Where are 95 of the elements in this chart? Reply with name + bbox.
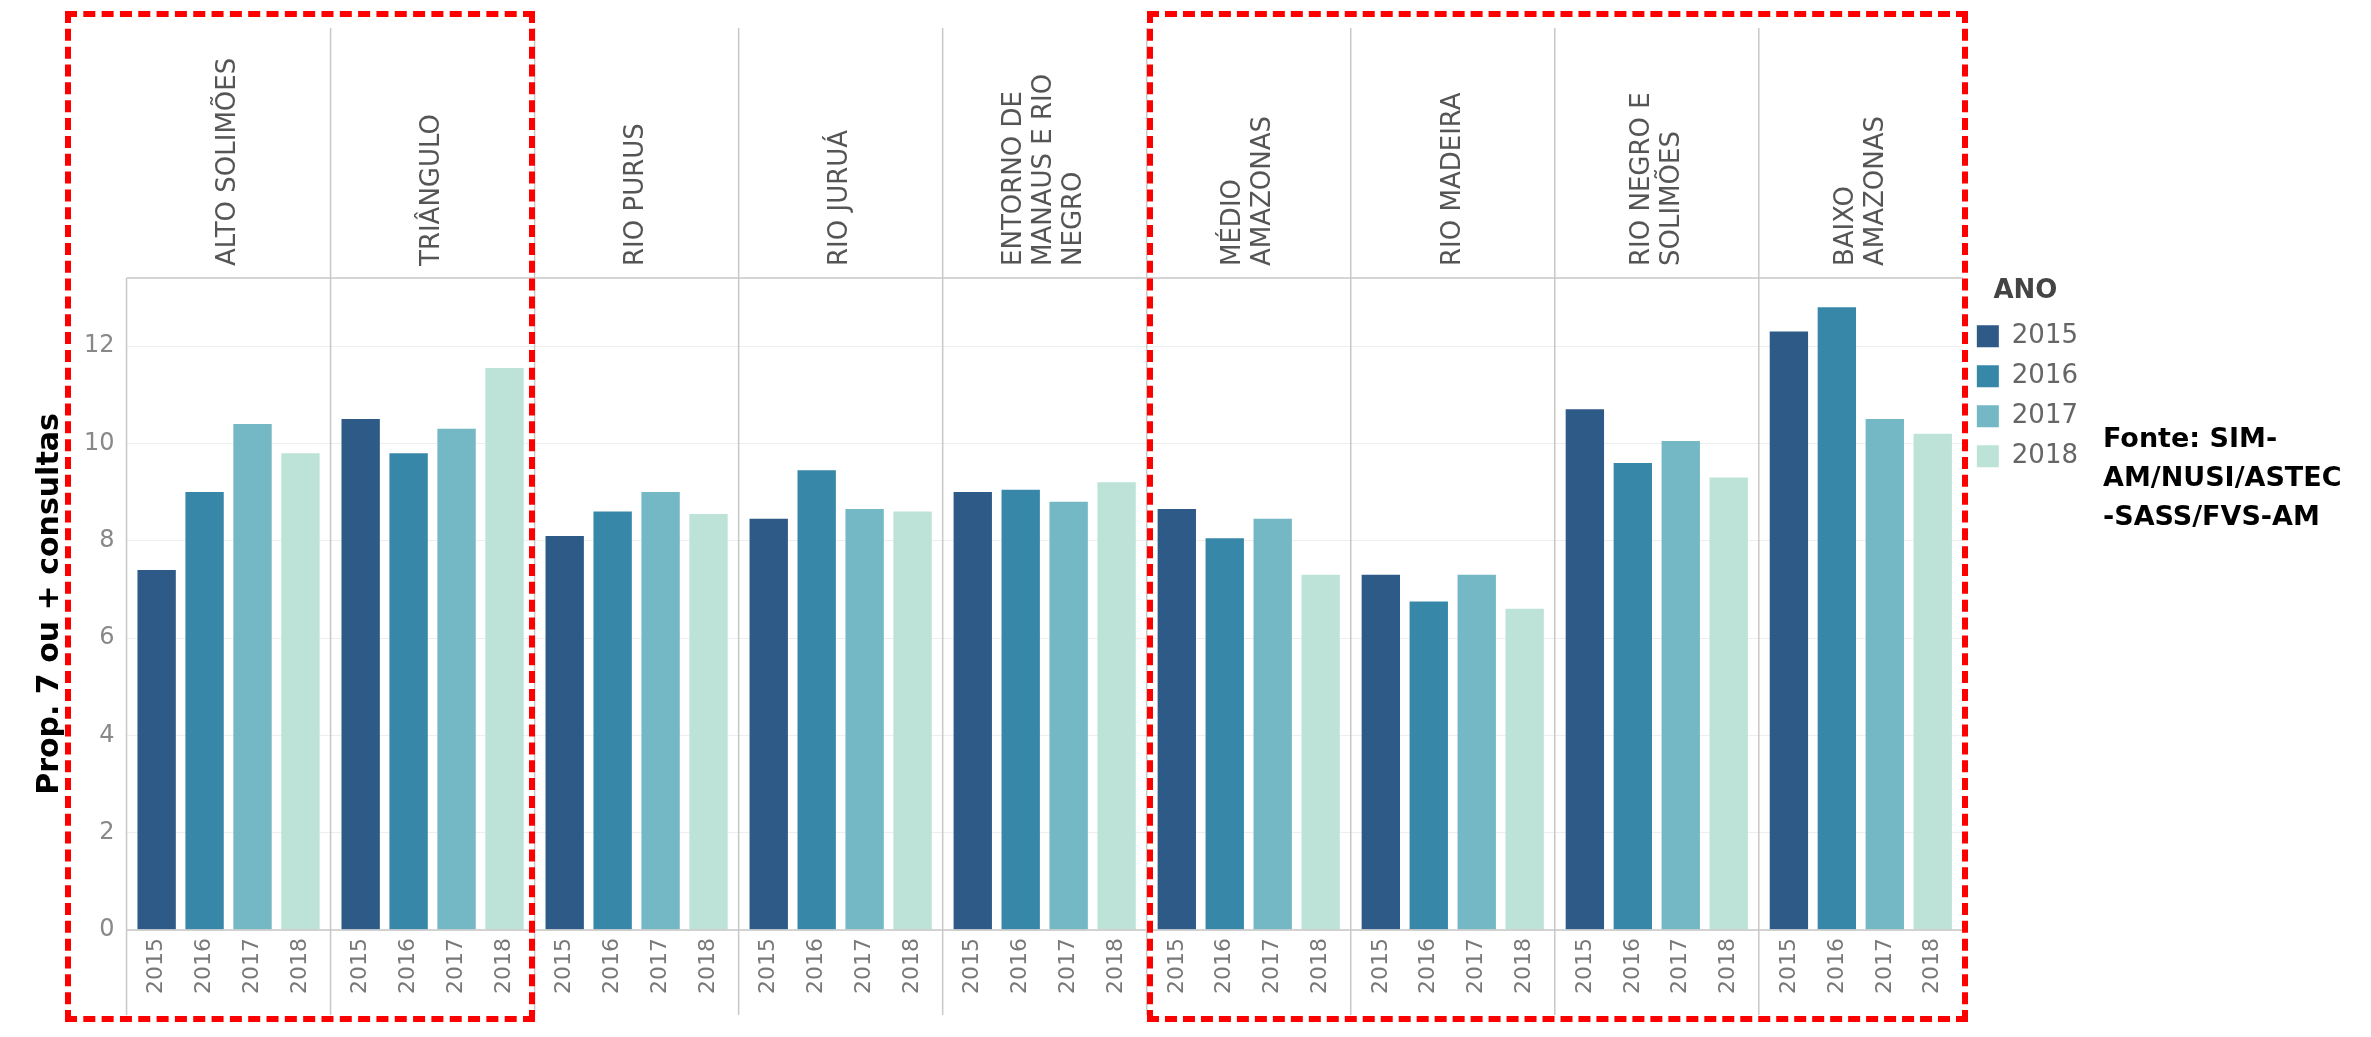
text: 2016: [1210, 938, 1236, 994]
text: 2015: [1366, 938, 1392, 994]
bar: [341, 419, 380, 930]
y-tick-label: 6: [99, 622, 115, 651]
bar: [281, 453, 320, 930]
x-tick-label: BAIXO AMAZONAS: [1828, 115, 1889, 266]
bar: [1409, 601, 1448, 930]
bar: [1205, 538, 1244, 930]
text: 2016: [598, 938, 624, 994]
legend-label: 2015: [2011, 318, 2078, 349]
text: 2017: [1666, 938, 1692, 994]
text: 2017: [1870, 938, 1896, 994]
bar: [437, 428, 476, 930]
bar: [1565, 409, 1605, 930]
y-tick-label: 4: [99, 719, 115, 748]
text: 2018: [898, 938, 924, 994]
bar: [1817, 307, 1857, 930]
bar: [485, 368, 524, 930]
text: 2015: [346, 938, 372, 994]
bar: [137, 569, 176, 930]
bar: [1361, 574, 1401, 930]
bar: [797, 470, 836, 930]
text: 2015: [1774, 938, 1800, 994]
text: 2016: [1822, 938, 1848, 994]
bar: [1865, 419, 1904, 930]
legend-title: ANO: [1993, 273, 2058, 304]
bar: [1097, 482, 1136, 930]
y-tick-label: 2: [99, 816, 115, 845]
text: 2018: [694, 938, 720, 994]
x-tick-label: ENTORNO DE MANAUS E RIO NEGRO: [997, 73, 1088, 266]
text: 2015: [754, 938, 780, 994]
bar: [1709, 477, 1748, 930]
text: 2017: [646, 938, 672, 994]
text: 2015: [550, 938, 576, 994]
text: 2017: [1258, 938, 1284, 994]
text: 2018: [490, 938, 516, 994]
text: 2016: [394, 938, 420, 994]
text: 2015: [1162, 938, 1188, 994]
y-tick-label: 8: [99, 524, 115, 553]
bar: [1001, 489, 1040, 930]
bar: [953, 492, 992, 930]
x-tick-label: MÉDIO AMAZONAS: [1215, 115, 1277, 266]
bar: [1049, 501, 1088, 930]
text: 2015: [142, 938, 168, 994]
text: 2018: [1714, 938, 1740, 994]
bar: [641, 492, 680, 930]
legend-label: 2017: [2011, 398, 2078, 429]
text: 2018: [1306, 938, 1332, 994]
source-note: Fonte: SIM-AM/NUSI/ASTEC -SASS/FVS-AM: [2103, 421, 2343, 534]
text: 2018: [1918, 938, 1944, 994]
text: 2018: [1510, 938, 1536, 994]
x-tick-label: RIO MADEIRA: [1435, 92, 1466, 266]
bar: [1505, 608, 1544, 930]
x-tick-label: ALTO SOLIMÕES: [210, 57, 242, 266]
text: 2017: [850, 938, 876, 994]
bar: [1913, 433, 1952, 930]
y-axis-title: Prop. 7 ou + consultas: [29, 413, 65, 795]
text: 2015: [958, 938, 984, 994]
text: 2018: [286, 938, 312, 994]
bar: [1253, 518, 1292, 930]
bar: [845, 509, 884, 930]
bar: [1661, 441, 1700, 930]
bar: [593, 511, 632, 930]
bar: [389, 453, 428, 930]
bar: [893, 511, 932, 930]
text: 2015: [1570, 938, 1596, 994]
bar: [545, 535, 584, 930]
text: 2018: [1102, 938, 1128, 994]
text: 2016: [1006, 938, 1032, 994]
legend-label: 2018: [2011, 438, 2078, 469]
y-tick-label: 10: [83, 427, 115, 456]
bar: [749, 518, 788, 930]
text: 2016: [190, 938, 216, 994]
x-tick-label: RIO JURUÁ: [822, 129, 854, 266]
bar: [233, 423, 272, 930]
y-tick-label: 12: [83, 330, 115, 359]
bar: [689, 513, 728, 930]
x-tick-label: RIO NEGRO E SOLIMÕES: [1624, 92, 1685, 266]
legend-label: 2016: [2011, 358, 2078, 389]
text: 2017: [1054, 938, 1080, 994]
text: 2016: [1414, 938, 1440, 994]
bar: [185, 492, 224, 930]
bar: [1769, 331, 1809, 930]
x-tick-label: RIO PURUS: [619, 123, 650, 266]
bar: [1301, 574, 1340, 930]
text: 2017: [442, 938, 468, 994]
x-tick-label: TRIÂNGULO: [414, 113, 446, 267]
bar: [1613, 462, 1652, 930]
bar: [1457, 574, 1496, 930]
text: 2016: [1618, 938, 1644, 994]
text: 2017: [1462, 938, 1488, 994]
bar: [1157, 509, 1196, 930]
y-tick-label: 0: [99, 914, 115, 943]
text: 2017: [238, 938, 264, 994]
text: 2016: [802, 938, 828, 994]
